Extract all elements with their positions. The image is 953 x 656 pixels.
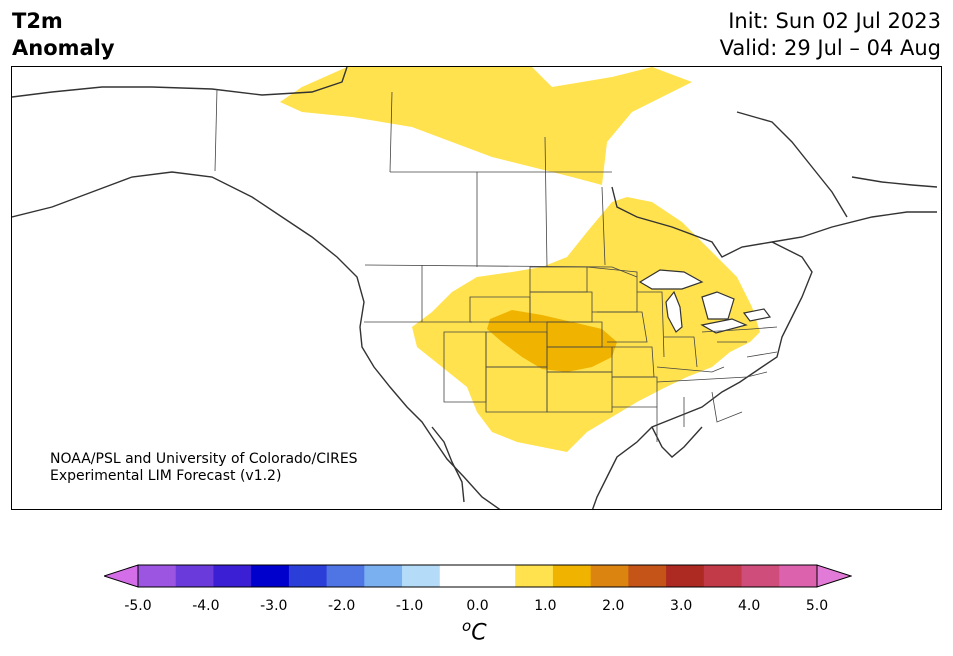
colorbar-tick-label: -5.0: [124, 598, 152, 614]
colorbar-unit: oC: [462, 617, 487, 645]
anomaly-light-regions: [280, 67, 760, 452]
colorbar-tick-label: 3.0: [670, 598, 693, 614]
colorbar-cell: [703, 565, 743, 587]
colorbar-tick-label: -3.0: [260, 598, 288, 614]
colorbar-cell: [477, 565, 516, 587]
great-lakes: [638, 269, 772, 334]
colorbar-max-extend: [816, 564, 852, 588]
colorbar-cell: [251, 565, 290, 587]
title-line2: Anomaly: [12, 36, 115, 60]
unit-base: C: [471, 620, 487, 646]
colorbar-cell: [326, 565, 365, 587]
colorbar-cell: [552, 565, 592, 587]
colorbar-cell: [138, 565, 177, 587]
colorbar-cell: [439, 565, 478, 587]
colorbar-cell: [741, 565, 780, 587]
colorbar-cells: [138, 565, 818, 587]
colorbar-cell: [402, 565, 441, 587]
map-title: T2m Anomaly: [12, 8, 115, 62]
colorbar-cell: [364, 565, 403, 587]
credit-line1: NOAA/PSL and University of Colorado/CIRE…: [50, 451, 358, 467]
map-panel: NOAA/PSL and University of Colorado/CIRE…: [11, 66, 942, 510]
colorbar-cell: [628, 565, 667, 587]
credit-line2: Experimental LIM Forecast (v1.2): [50, 468, 282, 484]
colorbar-tick-label: -1.0: [395, 598, 424, 614]
colorbar-tick-label: 5.0: [805, 598, 829, 614]
init-date: Init: Sun 02 Jul 2023: [728, 9, 941, 33]
colorbar-cell: [515, 565, 554, 587]
colorbar-cell: [779, 565, 818, 587]
colorbar-tick-label: -2.0: [328, 598, 356, 614]
colorbar-tick-label: 2.0: [602, 598, 625, 614]
valid-dates: Valid: 29 Jul – 04 Aug: [719, 36, 941, 60]
colorbar-tick-label: 4.0: [737, 598, 761, 614]
colorbar-cell: [213, 565, 252, 587]
colorbar-frame: [137, 564, 818, 588]
credit-text: NOAA/PSL and University of Colorado/CIRE…: [50, 451, 358, 485]
colorbar-min-extend: [104, 564, 139, 588]
anomaly-medium-regions: [487, 310, 617, 372]
colorbar-cell: [590, 565, 629, 587]
political-boundaries: [214, 88, 778, 442]
colorbar-tick-label: 1.0: [534, 598, 557, 614]
map-svg: [12, 67, 938, 509]
forecast-dates: Init: Sun 02 Jul 2023 Valid: 29 Jul – 04…: [720, 8, 941, 62]
coastlines: [12, 67, 938, 509]
colorbar: [104, 564, 852, 588]
unit-superscript: o: [462, 617, 472, 635]
colorbar-tick-label: -4.0: [192, 598, 220, 614]
colorbar-cell: [288, 565, 328, 587]
colorbar-cell: [175, 565, 214, 587]
colorbar-tick-label: 0.0: [466, 598, 489, 614]
title-line1: T2m: [12, 9, 63, 33]
colorbar-cell: [666, 565, 705, 587]
